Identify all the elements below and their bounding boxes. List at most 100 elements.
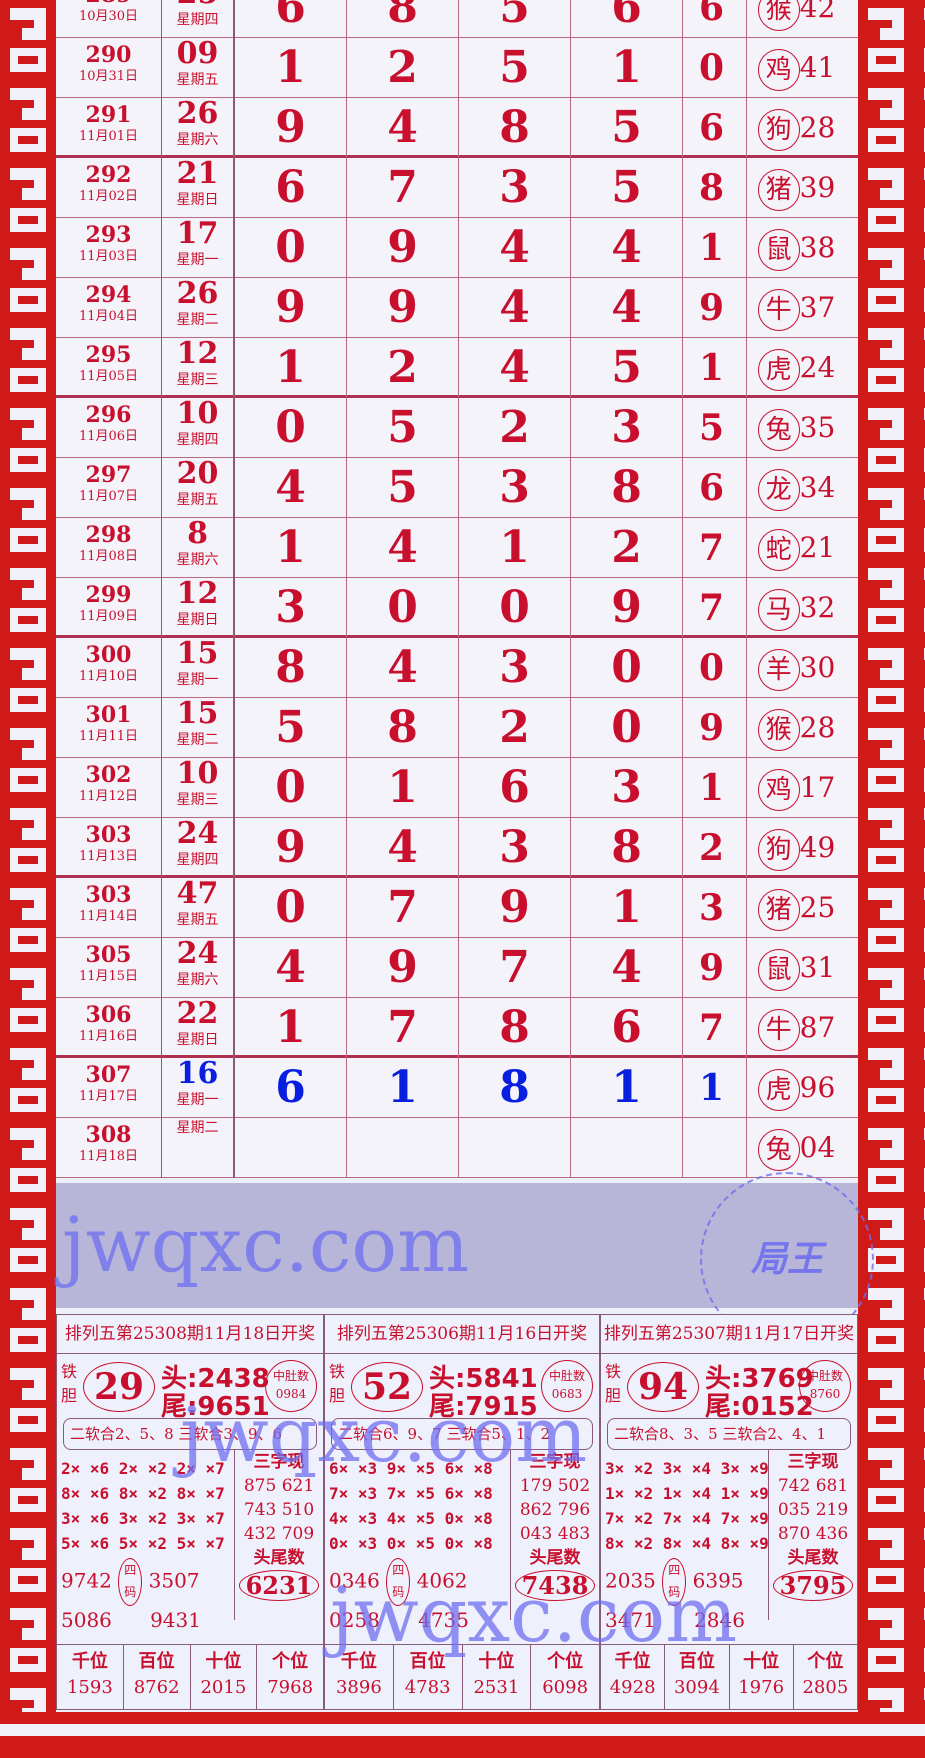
position-value: 2805 xyxy=(802,1677,849,1698)
zodiac-sign: 鸡 xyxy=(757,48,800,91)
weekday: 星期三 xyxy=(176,372,219,388)
fifth-digit-cell xyxy=(675,1118,748,1178)
period-cell: 291 11月01日 xyxy=(56,98,162,158)
fifth-digit-cell: 1 xyxy=(698,227,725,269)
table-row: 294 11月04日 26 星期二 9 9 4 4 9 牛 37 xyxy=(56,278,858,338)
table-row: 293 11月03日 17 星期一 0 9 4 4 1 鼠 38 xyxy=(56,218,858,278)
panel-title: 排列五第25307期11月17日开奖 xyxy=(601,1315,857,1354)
zodiac-number: 25 xyxy=(799,891,836,924)
draw-date: 11月10日 xyxy=(78,669,139,684)
digit-cell: 7 xyxy=(347,878,459,938)
three-digit-set: 875 621 xyxy=(243,1476,315,1496)
digit-cell: 2 xyxy=(347,38,459,98)
digit-cell: 4 xyxy=(347,638,459,698)
digit-sum: 12 xyxy=(176,576,219,611)
three-digit-set: 870 436 xyxy=(777,1524,849,1544)
middle-number-label: 中肚数 xyxy=(272,1369,309,1383)
sum-cell: 星期二 xyxy=(162,1118,235,1178)
four-code-block: 0346 四码 4062 0258 4735 xyxy=(329,1558,469,1634)
digit-sum: 22 xyxy=(176,996,219,1031)
zodiac-cell: 牛 37 xyxy=(746,278,846,338)
period-number: 306 xyxy=(85,1002,132,1028)
middle-number-label: 中肚数 xyxy=(548,1369,585,1383)
three-digit-label: 三字现 xyxy=(253,1452,305,1472)
digit-sum: 26 xyxy=(176,276,219,311)
position-label: 千位 xyxy=(340,1651,377,1672)
zodiac-cell: 兔 35 xyxy=(746,398,846,458)
position-label: 十位 xyxy=(743,1651,780,1672)
table-row: 295 11月05日 12 星期三 1 2 4 5 1 虎 24 xyxy=(56,338,858,398)
tiedan-label: 铁胆 xyxy=(605,1362,622,1405)
zodiac-number: 28 xyxy=(799,711,836,744)
zodiac-cell: 鸡 17 xyxy=(746,758,846,818)
table-row: 301 11月11日 15 星期二 5 8 2 0 9 猴 28 xyxy=(56,698,858,758)
middle-number-value: 0984 xyxy=(275,1387,307,1401)
weekday: 星期日 xyxy=(176,192,219,208)
combo-grid: 6× ×3 9× ×5 6× ×8 7× ×3 7× ×5 6× ×8 4× ×3 … xyxy=(329,1456,499,1556)
period-number: 295 xyxy=(85,342,132,368)
weekday: 星期日 xyxy=(176,612,219,628)
period-cell: 302 11月12日 xyxy=(56,758,162,818)
position-label: 千位 xyxy=(71,1651,108,1672)
combo-row: 4× ×3 4× ×5 0× ×8 xyxy=(329,1509,493,1528)
digit-cell: 0 xyxy=(235,218,347,278)
fifth-digit-cell: 7 xyxy=(698,527,725,569)
zodiac-number: 87 xyxy=(799,1011,836,1044)
four-code: 9742 xyxy=(61,1568,112,1593)
three-digit-set: 043 483 xyxy=(519,1524,591,1544)
zodiac-sign: 牛 xyxy=(757,288,800,331)
fifth-digit-cell: 1 xyxy=(698,1067,725,1109)
zodiac-sign: 猪 xyxy=(757,168,800,211)
zodiac-number: 49 xyxy=(799,831,836,864)
sum-cell: 26 星期六 xyxy=(162,98,235,158)
digit-cell: 6 xyxy=(235,0,347,38)
position-label: 个位 xyxy=(547,1651,584,1672)
sum-cell: 12 星期三 xyxy=(162,338,235,398)
four-code: 6395 xyxy=(692,1568,744,1593)
digit-cell: 4 xyxy=(347,518,459,578)
digit-cell: 3 xyxy=(235,578,347,638)
digit-sum: 26 xyxy=(176,96,219,131)
fifth-digit-cell: 6 xyxy=(698,467,725,509)
period-cell: 303 11月14日 xyxy=(56,878,162,938)
tail-numbers: 尾:9651 xyxy=(161,1392,270,1422)
middle-number-value: 8760 xyxy=(809,1387,841,1401)
position-value: 2531 xyxy=(473,1677,520,1698)
position-value: 8762 xyxy=(133,1677,180,1698)
digit-cell: 3 xyxy=(459,638,571,698)
digit-cell: 5 xyxy=(571,338,683,398)
tiedan-label: 铁胆 xyxy=(61,1362,78,1405)
position-cell: 十位 1976 xyxy=(730,1645,794,1709)
digit-cell: 1 xyxy=(235,338,347,398)
zodiac-number: 32 xyxy=(799,591,836,624)
panel-title: 排列五第25306期11月16日开奖 xyxy=(325,1315,599,1354)
zodiac-sign: 鼠 xyxy=(757,228,800,271)
digit-cell: 1 xyxy=(235,998,347,1058)
sum-cell: 15 星期一 xyxy=(162,638,235,698)
period-cell: 296 11月06日 xyxy=(56,398,162,458)
digit-cell: 8 xyxy=(347,698,459,758)
zodiac-sign: 猴 xyxy=(757,0,800,31)
sum-cell: 10 星期四 xyxy=(162,398,235,458)
three-digit-box: 三字现 875 621 743 510 432 709 头尾数 6231 xyxy=(234,1450,323,1620)
digit-cell: 3 xyxy=(459,158,571,218)
period-cell: 303 11月13日 xyxy=(56,818,162,878)
period-number: 293 xyxy=(85,222,132,248)
position-value: 3896 xyxy=(335,1677,382,1698)
period-cell: 306 11月16日 xyxy=(56,998,162,1058)
position-row: 千位 3896 百位 4783 十位 2531 个位 6098 xyxy=(325,1644,599,1709)
position-label: 十位 xyxy=(478,1651,515,1672)
zodiac-sign: 虎 xyxy=(757,348,800,391)
head-tail-label: 头尾数 xyxy=(529,1548,581,1568)
table-row: 292 11月02日 21 星期日 6 7 3 5 8 猪 39 xyxy=(56,158,858,218)
combo-row: 5× ×6 5× ×2 5× ×7 xyxy=(61,1534,225,1553)
period-cell: 294 11月04日 xyxy=(56,278,162,338)
period-number: 307 xyxy=(85,1062,132,1088)
zodiac-sign: 猴 xyxy=(757,708,800,751)
zodiac-sign: 鼠 xyxy=(757,948,800,991)
digit-cell xyxy=(347,1118,459,1178)
zodiac-cell: 狗 28 xyxy=(746,98,846,158)
digit-cell: 8 xyxy=(571,458,683,518)
period-number: 297 xyxy=(85,462,132,488)
period-number: 299 xyxy=(85,582,132,608)
